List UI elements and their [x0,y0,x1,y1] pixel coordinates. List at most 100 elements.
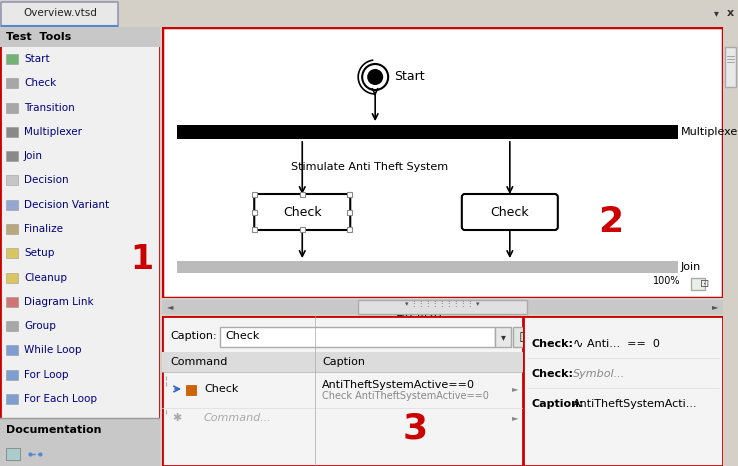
Bar [6,297,18,307]
Text: Command: Command [170,357,227,367]
Bar [348,227,352,232]
Text: For Each Loop: For Each Loop [24,394,97,404]
Bar [495,327,511,347]
Text: Transition: Transition [24,103,75,113]
Text: Caption: Caption [323,357,365,367]
Text: 3: 3 [402,411,427,445]
Text: Documentation: Documentation [6,425,102,435]
Bar [186,385,196,395]
Text: Group: Group [24,321,56,331]
Text: Finalize: Finalize [24,224,63,234]
Bar [725,47,736,87]
Bar [6,200,18,210]
Bar [6,224,18,234]
Bar [348,192,352,197]
Bar [177,261,678,273]
Circle shape [362,64,388,90]
Circle shape [368,309,383,325]
Text: Check: Check [283,206,322,219]
Text: AntiTheftSystemActive==0: AntiTheftSystemActive==0 [323,380,475,390]
Bar [513,327,533,347]
Text: ▾: ▾ [714,8,718,19]
Bar [6,78,18,89]
Bar [6,127,18,137]
Text: ►: ► [511,384,518,393]
Text: 🖹: 🖹 [520,332,526,342]
Text: ►: ► [511,413,518,423]
Bar [252,192,258,197]
Text: Command...: Command... [204,413,272,423]
Text: Decision: Decision [24,176,69,185]
Bar [252,210,258,214]
Text: Cleanup: Cleanup [24,273,67,282]
Text: Test  Tools: Test Tools [6,32,72,42]
Text: Check: Check [225,331,259,341]
Bar [6,345,18,356]
Text: Join: Join [24,151,43,161]
Bar [6,248,18,258]
Text: While Loop: While Loop [24,345,81,356]
Bar [6,370,18,380]
Text: Setup: Setup [24,248,55,258]
Text: Join: Join [681,262,701,272]
FancyBboxPatch shape [255,194,351,230]
Bar [348,210,352,214]
Bar [300,192,305,197]
Text: Overview.vtsd: Overview.vtsd [23,8,97,19]
Text: AntiTheftSystemActi...: AntiTheftSystemActi... [573,399,697,409]
Text: Diagram Link: Diagram Link [24,297,94,307]
FancyBboxPatch shape [1,2,118,27]
Text: Anti...  ==  0: Anti... == 0 [587,339,660,349]
Bar [6,448,20,460]
Text: Check:: Check: [531,369,573,379]
Text: Multiplexer: Multiplexer [681,127,738,137]
Text: Caption:: Caption: [531,399,584,409]
Circle shape [359,301,391,333]
Text: Start: Start [24,54,49,64]
Text: Check:: Check: [531,339,573,349]
Bar [359,300,527,314]
FancyBboxPatch shape [462,194,558,230]
Bar [691,278,705,290]
Bar [6,176,18,185]
Text: Check AntiTheftSystemActive==0: Check AntiTheftSystemActive==0 [323,391,489,401]
Bar [6,54,18,64]
Bar [6,321,18,331]
Text: Check: Check [24,78,56,89]
Bar [6,103,18,113]
Bar [162,300,723,314]
Text: ►: ► [711,302,718,311]
Text: 2: 2 [599,205,624,239]
Text: ▾ ⋮⋮⋮⋮⋮⋮⋮⋮⋮ ▾: ▾ ⋮⋮⋮⋮⋮⋮⋮⋮⋮ ▾ [405,300,480,306]
Bar [0,418,160,466]
Bar [0,27,160,47]
Circle shape [368,69,383,85]
Text: Check: Check [491,206,529,219]
Text: 100%: 100% [653,276,680,286]
Text: Multiplexer: Multiplexer [24,127,82,137]
Text: x: x [726,8,734,19]
Bar [6,151,18,161]
Text: For Loop: For Loop [24,370,69,380]
Bar [220,327,495,347]
Text: 1: 1 [131,243,154,276]
Bar [177,125,678,139]
Bar [6,394,18,404]
Text: ∿: ∿ [573,337,584,350]
Text: Decision Variant: Decision Variant [24,200,109,210]
Bar [6,273,18,282]
Bar [162,352,523,372]
Bar [252,227,258,232]
Text: ⊡: ⊡ [700,279,710,289]
Text: ◄: ◄ [167,302,173,311]
Circle shape [363,305,387,329]
Text: Caption:: Caption: [170,331,217,341]
Bar [300,227,305,232]
Text: ✱: ✱ [172,413,182,423]
Text: ▾: ▾ [500,332,506,342]
Text: Check: Check [204,384,238,394]
Text: Start: Start [394,70,425,83]
Text: Finalize: Finalize [396,310,443,323]
Text: Symbol...: Symbol... [573,369,625,379]
Text: Stimulate Anti Theft System: Stimulate Anti Theft System [291,162,448,172]
